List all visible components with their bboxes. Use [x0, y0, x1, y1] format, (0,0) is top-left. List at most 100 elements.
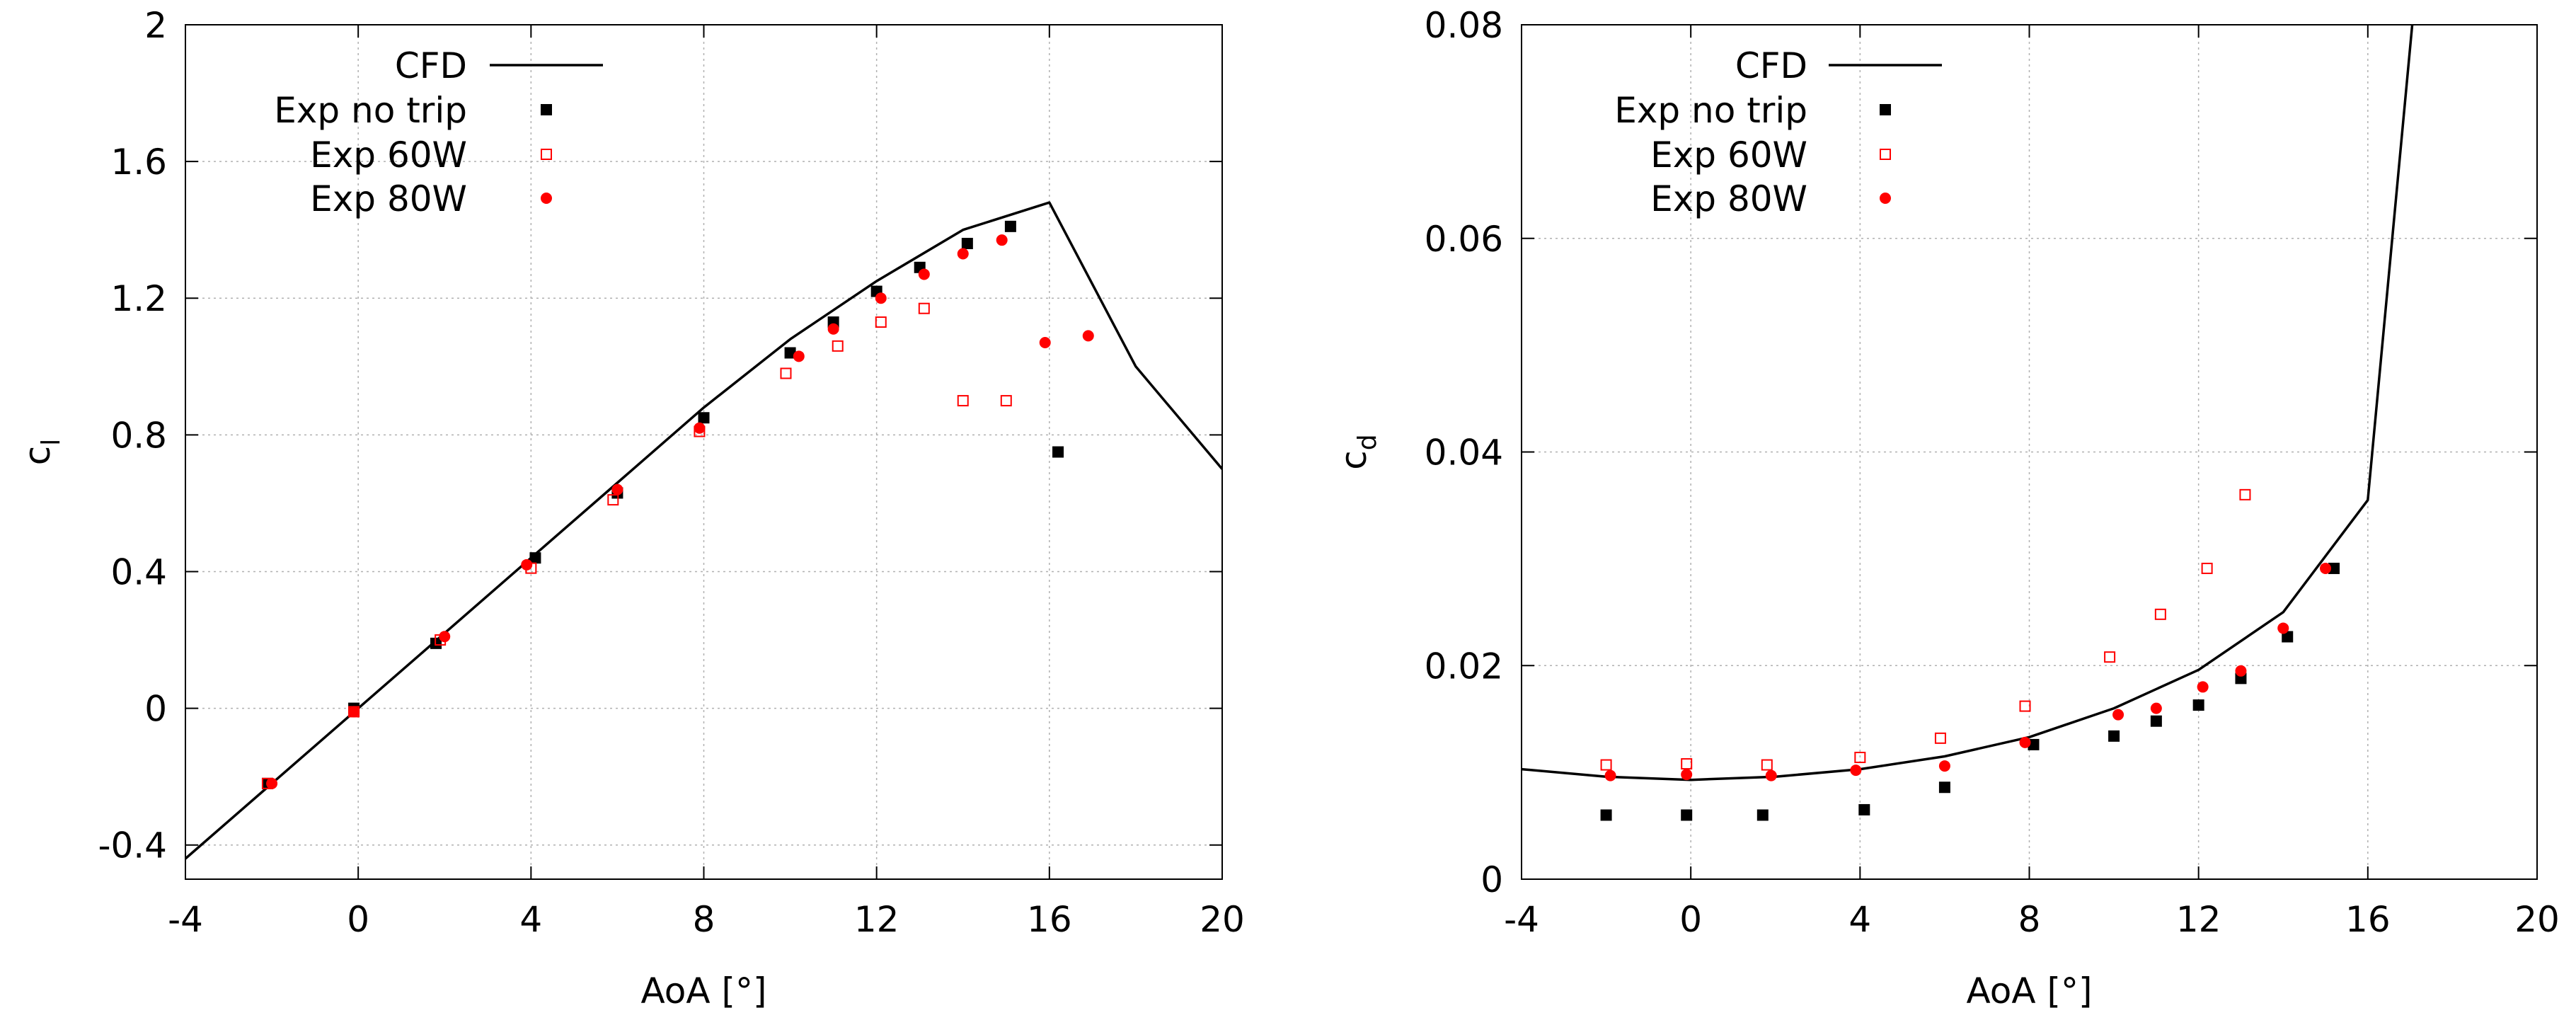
data-point-exp-no-trip — [2282, 631, 2294, 643]
data-point-exp-60w — [607, 494, 619, 506]
x-tick-label: 4 — [1848, 899, 1871, 940]
plot-data — [1522, 25, 2414, 821]
y-tick-label: 0 — [144, 689, 167, 730]
y-axis-title: cd — [1333, 434, 1382, 469]
y-tick-label: 0.8 — [110, 415, 167, 456]
data-point-exp-80w — [2320, 562, 2332, 574]
x-tick-label: 12 — [854, 899, 899, 940]
legend-sample-marker — [541, 104, 552, 115]
data-point-exp-60w — [875, 316, 887, 328]
data-point-exp-60w — [832, 340, 844, 352]
x-tick-label: -4 — [168, 899, 203, 940]
x-tick-label: 8 — [693, 899, 715, 940]
x-axis-title: AoA [°] — [1966, 970, 2092, 1012]
y-tick-label: 2 — [144, 5, 167, 46]
y-tick-label: 1.2 — [110, 278, 167, 319]
data-point-exp-80w — [2019, 736, 2031, 748]
legend-sample-marker — [1880, 193, 1891, 204]
legend-sample-marker — [541, 193, 552, 204]
legend-label: Exp no trip — [1614, 90, 1807, 131]
data-point-exp-80w — [1765, 769, 1777, 781]
data-point-exp-60w — [2154, 608, 2166, 620]
legend-sample-marker — [1880, 104, 1891, 115]
data-point-exp-80w — [2150, 702, 2162, 714]
legend-label: CFD — [1735, 45, 1807, 86]
y-tick-label: 1.6 — [110, 142, 167, 183]
data-point-exp-80w — [2197, 681, 2209, 693]
data-point-exp-60w — [2201, 562, 2213, 574]
data-point-exp-80w — [439, 631, 451, 643]
y-tick-label: 0.04 — [1425, 433, 1503, 474]
chart-panel-1: -4 0 4 8 12 16 20 -0.4 0 0.4 0.8 1.2 1.6 2 AoA [°] cl CF… — [17, 5, 1245, 1012]
data-point-exp-60w — [1600, 759, 1612, 771]
y-axis-title-subscript: d — [1353, 434, 1382, 450]
x-tick-label: 4 — [519, 899, 542, 940]
data-point-exp-80w — [611, 483, 623, 496]
data-point-exp-80w — [957, 248, 969, 260]
data-point-exp-no-trip — [784, 347, 796, 359]
data-point-exp-no-trip — [2192, 699, 2204, 711]
data-point-exp-80w — [2277, 622, 2289, 634]
data-point-exp-no-trip — [1756, 809, 1769, 821]
data-point-exp-60w — [1934, 732, 1946, 744]
data-point-exp-80w — [1039, 337, 1051, 349]
data-point-exp-no-trip — [1938, 781, 1950, 794]
y-axis-title-subscript: l — [37, 439, 66, 446]
data-point-exp-80w — [348, 706, 360, 718]
x-tick-label: -4 — [1504, 899, 1539, 940]
x-tick-label: 16 — [1027, 899, 1072, 940]
series-line-cfd — [1522, 25, 2414, 781]
y-tick-label: -0.4 — [98, 825, 167, 866]
data-point-exp-80w — [793, 350, 805, 362]
legend-label: Exp 60W — [1650, 134, 1807, 176]
legend-label: Exp 80W — [1650, 178, 1807, 219]
data-point-exp-80w — [2235, 665, 2247, 677]
y-axis-title-main: c — [17, 446, 58, 466]
x-tick-label: 0 — [347, 899, 369, 940]
y-axis-title: cl — [17, 439, 66, 466]
x-tick-label: 20 — [1200, 899, 1245, 940]
data-point-exp-60w — [918, 302, 930, 314]
data-point-exp-60w — [1681, 758, 1693, 770]
x-tick-label: 0 — [1679, 899, 1702, 940]
y-tick-label: 0.02 — [1425, 646, 1503, 687]
legend-sample-marker — [541, 149, 552, 160]
data-point-exp-80w — [918, 268, 930, 280]
legend-label: CFD — [395, 45, 467, 86]
data-point-exp-60w — [2104, 651, 2116, 663]
y-tick-label: 0.06 — [1425, 219, 1503, 260]
data-point-exp-no-trip — [2108, 730, 2120, 742]
x-tick-label: 12 — [2176, 899, 2221, 940]
data-point-exp-60w — [1000, 395, 1012, 407]
legend-label: Exp 80W — [310, 178, 467, 219]
data-point-exp-80w — [1082, 330, 1094, 342]
x-tick-label: 16 — [2345, 899, 2391, 940]
y-axis-title-main: c — [1333, 450, 1374, 470]
data-point-exp-80w — [2112, 709, 2124, 721]
data-point-exp-80w — [1681, 769, 1693, 781]
legend-label: Exp no trip — [274, 90, 467, 131]
data-point-exp-no-trip — [2028, 738, 2040, 750]
data-point-exp-80w — [694, 422, 706, 434]
data-point-exp-60w — [1854, 752, 1866, 764]
legend-label: Exp 60W — [310, 134, 467, 176]
data-point-exp-80w — [996, 234, 1008, 246]
x-tick-label: 8 — [2018, 899, 2041, 940]
y-tick-label: 0.08 — [1425, 5, 1503, 46]
data-point-exp-no-trip — [2328, 562, 2340, 574]
data-point-exp-no-trip — [1600, 809, 1612, 821]
data-point-exp-80w — [875, 292, 887, 304]
data-point-exp-80w — [1604, 769, 1616, 781]
data-point-exp-80w — [266, 777, 278, 789]
data-point-exp-80w — [827, 323, 839, 335]
data-point-exp-60w — [2019, 700, 2031, 712]
x-tick-label: 20 — [2514, 899, 2560, 940]
y-tick-label: 0.4 — [110, 551, 167, 592]
x-axis-title: AoA [°] — [640, 970, 766, 1012]
data-point-exp-no-trip — [2150, 715, 2162, 727]
data-point-exp-60w — [780, 367, 792, 379]
